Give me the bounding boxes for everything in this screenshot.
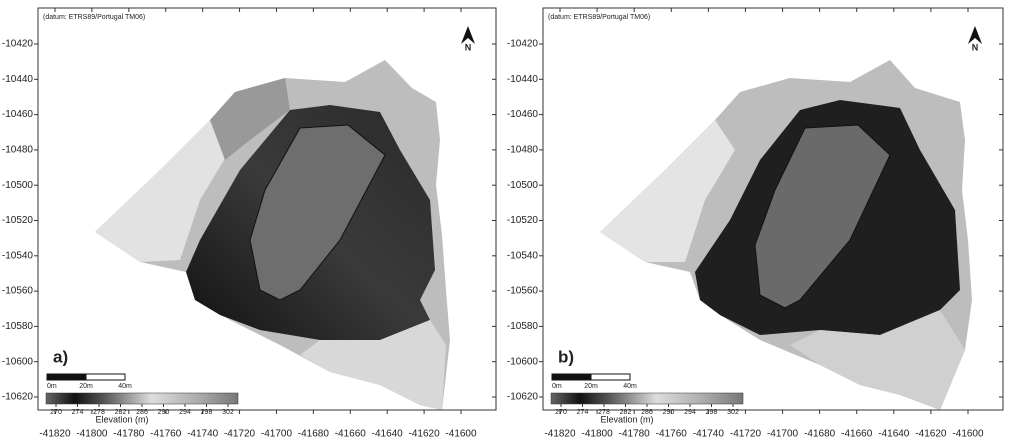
y-tick-label: -10580 [507,321,539,332]
north-label: N [465,42,472,52]
y-tick-label: -10440 [2,74,34,85]
x-tick-label: -41720 [730,429,762,440]
y-tick-label: -10480 [507,145,539,156]
x-tick-label: -41640 [372,429,404,440]
y-tick-label: -10620 [507,392,539,403]
x-tick-label: -41760 [656,429,688,440]
y-tick-label: -10460 [507,109,539,120]
x-tick-label: -41700 [261,429,293,440]
y-tick-label: -10580 [2,321,34,332]
colorbar-title: Elevation (m) [600,414,653,424]
scale-label: 0m [47,383,57,390]
x-tick-label: -41740 [693,429,725,440]
colorbar-tick-label: 298 [201,409,213,416]
map-a [95,60,450,410]
x-tick-label: -41800 [76,429,108,440]
x-tick-label: -41720 [224,429,256,440]
colorbar-tick-label: 270 [555,409,567,416]
scale-bar [552,374,591,380]
x-tick-label: -41760 [150,429,182,440]
colorbar-tick-label: 270 [50,409,62,416]
x-tick-label: -41660 [841,429,873,440]
panel-label: a) [53,347,68,366]
y-tick-label: -10560 [507,286,539,297]
x-tick-label: -41600 [952,429,984,440]
scale-label: 40m [623,383,637,390]
x-tick-label: -41780 [113,429,145,440]
colorbar-tick-label: 302 [727,409,739,416]
y-tick-label: -10600 [507,356,539,367]
y-tick-label: -10540 [507,250,539,261]
x-tick-label: -41820 [39,429,71,440]
scale-label: 0m [552,383,562,390]
scale-label: 40m [118,383,132,390]
colorbar-tick-label: 302 [222,409,234,416]
colorbar-tick-label: 298 [706,409,718,416]
y-tick-label: -10500 [507,180,539,191]
north-arrow [968,26,982,44]
panel-label: b) [558,347,574,366]
colorbar [46,393,238,404]
x-tick-label: -41780 [619,429,651,440]
x-tick-label: -41680 [298,429,330,440]
y-tick-label: -10600 [2,356,34,367]
x-tick-label: -41680 [804,429,836,440]
y-tick-label: -10460 [2,109,34,120]
scale-bar [47,374,86,380]
scale-label: 20m [584,383,598,390]
north-label: N [972,42,979,52]
x-tick-label: -41640 [878,429,910,440]
y-tick-label: -10540 [2,250,34,261]
colorbar-tick-label: 294 [179,409,191,416]
x-tick-label: -41620 [409,429,441,440]
x-tick-label: -41800 [582,429,614,440]
colorbar-tick-label: 290 [663,409,675,416]
y-tick-label: -10500 [2,180,34,191]
y-tick-label: -10620 [2,392,34,403]
x-tick-label: -41660 [335,429,367,440]
figure: -41820 -41800 -41780 -41760 -41740 -41720 -417… [0,0,1009,442]
colorbar-title: Elevation (m) [95,414,148,424]
scale-bar [86,374,125,380]
x-tick-label: -41740 [187,429,219,440]
x-tick-label: -41820 [544,429,576,440]
y-tick-label: -10440 [507,74,539,85]
x-tick-label: -41600 [445,429,477,440]
x-tick-label: -41620 [915,429,947,440]
north-arrow [461,26,475,44]
colorbar-tick-label: 274 [72,409,84,416]
page: {"panels": [ {"label": "a)", "datum": "(… [0,0,1009,442]
y-tick-label: -10420 [2,39,34,50]
x-tick-label: -41700 [767,429,799,440]
colorbar-tick-label: 290 [158,409,170,416]
y-tick-label: -10420 [507,39,539,50]
map-b [600,60,972,410]
scale-label: 20m [79,383,93,390]
colorbar-tick-label: 294 [684,409,696,416]
y-tick-label: -10520 [507,215,539,226]
datum-note: (datum: ETRS89/Portugal TM06) [548,14,650,21]
datum-note: (datum: ETRS89/Portugal TM06) [43,14,145,21]
colorbar-tick-label: 274 [577,409,589,416]
y-tick-label: -10520 [2,215,34,226]
scale-bar [591,374,630,380]
y-tick-label: -10480 [2,145,34,156]
colorbar [551,393,743,404]
y-tick-label: -10560 [2,286,34,297]
